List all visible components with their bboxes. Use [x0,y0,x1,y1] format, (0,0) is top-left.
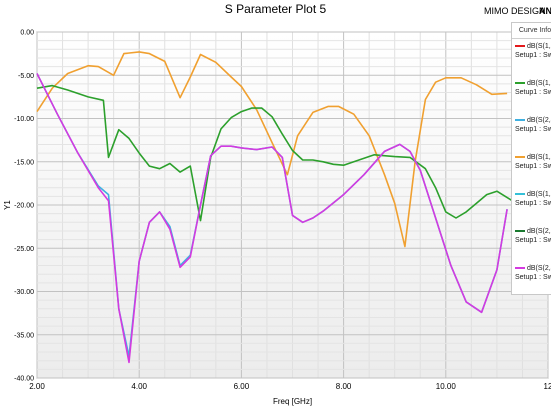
x-tick-label: 2.00 [29,382,45,391]
legend-swatch [515,82,525,85]
legend-item-setup: Setup1 : Sweep [515,237,551,244]
legend-item-setup: Setup1 : Sweep [515,274,551,281]
legend-item-setup: Setup1 : Sweep [515,89,551,96]
legend-item-label: dB(S(1,3)) [527,80,551,87]
chart-title: S Parameter Plot 5 [224,2,327,16]
series-lines [36,51,513,364]
legend-item[interactable]: dB(S(1,3))_1 Setup1 : Sweep [515,191,551,207]
legend-swatch [515,45,525,48]
legend-item-label: dB(S(1,1)) [527,43,551,50]
legend-item-setup: Setup1 : Sweep [515,52,551,59]
legend-panel[interactable]: Curve Info dB(S(1,1))Setup1 : SweepdB(S(… [511,22,551,295]
y-tick-label: -10.00 [14,116,34,123]
brand-text: MIMO DESIGN [484,6,546,16]
legend-title: Curve Info [512,23,551,39]
legend-swatch [515,267,525,270]
x-tick-label: 8.00 [336,382,352,391]
legend-item-setup: Setup1 : Sweep [515,126,551,133]
series-line-1 [36,51,508,248]
y-tick-label: -25.00 [14,246,34,253]
y-tick-label: 0.00 [20,30,34,37]
series-line-4 [36,73,508,364]
legend-item-label: dB(S(1,1))_1 [527,154,551,161]
y-tick-label: -40.00 [14,376,34,383]
tick-labels: 0.00 -5.00 -10.00 -15.00 -20.00 -25.00 -30.00 -… [14,30,551,392]
series-line-2 [36,84,513,222]
legend-item[interactable]: dB(S(1,1))_1 Setup1 : Sweep [515,154,551,170]
legend-swatch [515,193,525,196]
y-tick-label: -20.00 [14,203,34,210]
legend-item-label: dB(S(2,4))_1 [527,265,551,272]
x-tick-label: 10.00 [436,382,457,391]
y-tick-label: -15.00 [14,159,34,166]
x-axis-label: Freq [GHz] [273,397,312,406]
legend-item[interactable]: dB(S(2,4)) Setup1 : Sweep [515,117,551,133]
legend-item[interactable]: dB(S(1,3)) Setup1 : Sweep [515,80,551,96]
legend-item-setup: Setup1 : Sweep [515,163,551,170]
ansys-logo-text: ANSY [539,6,551,16]
legend-swatch [515,119,525,122]
legend-item[interactable]: dB(S(2,4))_1 Setup1 : Sweep [515,265,551,281]
legend-item-label: dB(S(1,3))_1 [527,191,551,198]
y-tick-label: -35.00 [14,332,34,339]
x-tick-label: 12 [544,382,551,391]
legend-item[interactable]: dB(S(2,3)) Setup1 : Sweep [515,228,551,244]
y-axis-label: Y1 [3,200,12,210]
y-tick-label: -30.00 [14,289,34,296]
x-tick-label: 4.00 [131,382,147,391]
legend-swatch [515,156,525,159]
legend-item-setup: Setup1 : Sweep [515,200,551,207]
legend-swatch [515,230,525,233]
grid [36,31,549,379]
legend-item-label: dB(S(2,4)) [527,117,551,124]
legend-item[interactable]: dB(S(1,1)) Setup1 : Sweep [515,43,551,59]
x-tick-label: 6.00 [234,382,250,391]
legend-item-label: dB(S(2,3)) [527,228,551,235]
y-tick-label: -5.00 [18,73,34,80]
